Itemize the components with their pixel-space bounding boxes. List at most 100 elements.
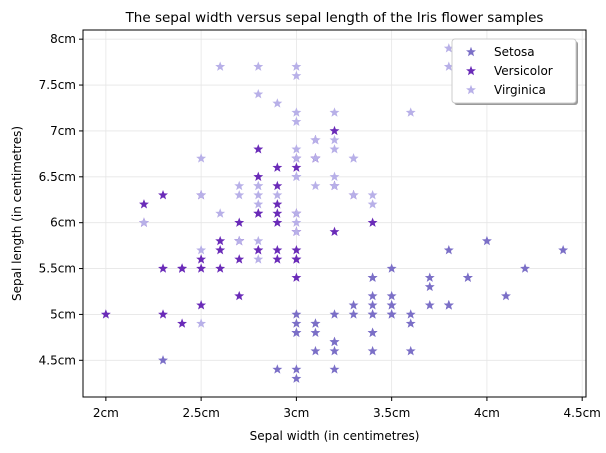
point-virginica bbox=[291, 107, 302, 117]
point-versicolor bbox=[272, 254, 283, 264]
y-tick-label: 6.5cm bbox=[39, 170, 76, 184]
x-axis-label: Sepal width (in centimetres) bbox=[250, 429, 420, 443]
point-virginica bbox=[253, 235, 264, 246]
point-virginica bbox=[234, 189, 245, 200]
y-tick-label: 5cm bbox=[50, 307, 76, 321]
point-virginica bbox=[272, 98, 283, 108]
point-versicolor bbox=[272, 208, 283, 218]
point-versicolor bbox=[253, 245, 264, 255]
point-setosa bbox=[329, 336, 340, 347]
point-virginica bbox=[443, 43, 454, 53]
point-virginica bbox=[310, 180, 321, 191]
y-axis-label: Sepal length (in centimetres) bbox=[10, 126, 24, 301]
point-setosa bbox=[158, 355, 168, 365]
point-versicolor bbox=[367, 217, 378, 227]
point-virginica bbox=[443, 61, 454, 71]
point-virginica bbox=[329, 134, 340, 145]
point-setosa bbox=[501, 290, 511, 301]
point-setosa bbox=[386, 263, 397, 273]
x-tick-label: 3.5cm bbox=[373, 406, 410, 420]
point-setosa bbox=[348, 300, 359, 310]
legend-label: Virginica bbox=[494, 83, 546, 97]
point-virginica bbox=[291, 70, 302, 81]
point-virginica bbox=[310, 134, 321, 145]
chart-title: The sepal width versus sepal length of t… bbox=[125, 10, 544, 26]
legend-label: Setosa bbox=[494, 45, 535, 59]
x-tick-label: 3cm bbox=[283, 406, 309, 420]
point-setosa bbox=[272, 364, 283, 374]
point-setosa bbox=[329, 364, 340, 374]
point-versicolor bbox=[329, 125, 340, 136]
point-setosa bbox=[367, 272, 378, 282]
point-versicolor bbox=[272, 199, 283, 209]
point-versicolor bbox=[291, 254, 302, 264]
point-setosa bbox=[329, 309, 340, 319]
point-versicolor bbox=[253, 144, 264, 154]
point-virginica bbox=[405, 107, 416, 117]
y-tick-label: 8cm bbox=[50, 32, 76, 46]
point-virginica bbox=[310, 153, 321, 163]
point-virginica bbox=[329, 144, 340, 154]
point-virginica bbox=[367, 189, 378, 200]
point-virginica bbox=[253, 89, 264, 99]
point-versicolor bbox=[158, 309, 168, 319]
point-versicolor bbox=[234, 217, 245, 227]
point-versicolor bbox=[215, 245, 226, 255]
point-versicolor bbox=[253, 208, 264, 218]
point-versicolor bbox=[272, 245, 283, 255]
point-setosa bbox=[386, 309, 397, 319]
point-setosa bbox=[424, 272, 435, 282]
point-virginica bbox=[272, 189, 283, 200]
point-versicolor bbox=[100, 309, 111, 319]
point-virginica bbox=[215, 208, 226, 218]
point-setosa bbox=[291, 309, 302, 319]
point-setosa bbox=[291, 327, 302, 337]
point-setosa bbox=[443, 300, 454, 310]
point-virginica bbox=[253, 199, 264, 209]
point-virginica bbox=[234, 235, 245, 246]
point-virginica bbox=[196, 318, 207, 328]
point-virginica bbox=[291, 61, 302, 71]
point-virginica bbox=[139, 217, 149, 227]
point-virginica bbox=[291, 171, 302, 182]
point-virginica bbox=[291, 226, 302, 237]
point-setosa bbox=[329, 345, 340, 356]
point-versicolor bbox=[215, 263, 226, 273]
point-setosa bbox=[367, 309, 378, 319]
point-versicolor bbox=[158, 263, 168, 273]
point-versicolor bbox=[215, 235, 226, 246]
legend: Setosa Versicolor Virginica bbox=[451, 38, 578, 105]
plot-frame bbox=[82, 29, 587, 398]
point-virginica bbox=[291, 153, 302, 163]
point-virginica bbox=[291, 217, 302, 227]
legend-marker-virginica bbox=[466, 84, 476, 95]
legend-marker-versicolor bbox=[466, 65, 476, 76]
point-virginica bbox=[215, 61, 226, 71]
legend-label: Versicolor bbox=[494, 64, 553, 78]
point-setosa bbox=[291, 318, 302, 328]
point-setosa bbox=[386, 300, 397, 310]
point-versicolor bbox=[234, 290, 245, 301]
point-virginica bbox=[196, 189, 207, 200]
point-setosa bbox=[405, 345, 416, 356]
x-tick-label: 2cm bbox=[93, 406, 119, 420]
point-virginica bbox=[291, 144, 302, 154]
point-versicolor bbox=[291, 162, 302, 172]
point-setosa bbox=[291, 364, 302, 374]
points-layer bbox=[100, 43, 569, 383]
point-setosa bbox=[481, 235, 492, 246]
y-tick-label: 7cm bbox=[50, 124, 76, 138]
point-virginica bbox=[291, 208, 302, 218]
legend-marker-setosa bbox=[466, 46, 476, 57]
y-tick-label: 6cm bbox=[50, 216, 76, 230]
point-virginica bbox=[253, 180, 264, 191]
point-virginica bbox=[329, 107, 340, 117]
point-versicolor bbox=[196, 263, 207, 273]
point-virginica bbox=[253, 189, 264, 200]
y-tick-label: 5.5cm bbox=[39, 262, 76, 276]
point-versicolor bbox=[272, 162, 283, 172]
point-setosa bbox=[310, 345, 321, 356]
point-setosa bbox=[310, 327, 321, 337]
point-virginica bbox=[348, 153, 359, 163]
